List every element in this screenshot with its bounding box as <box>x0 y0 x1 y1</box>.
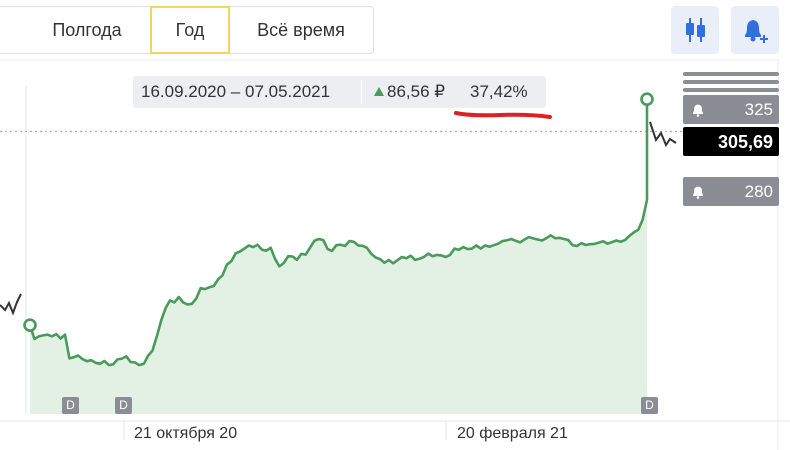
x-tick-label: 21 октября 20 <box>134 425 238 442</box>
range-summary: 16.09.2020 – 07.05.2021 86,56 ₽ 37,42% <box>133 76 546 108</box>
alert-low-value: 280 <box>744 182 773 201</box>
series-line <box>28 99 649 367</box>
dividend-badge[interactable]: D <box>115 397 132 414</box>
annotation-underline <box>454 111 552 119</box>
range-end-point <box>640 92 654 106</box>
alert-stack-line <box>683 80 779 84</box>
pre-range-tail <box>0 293 22 316</box>
tab-year[interactable]: Год <box>150 6 230 54</box>
current-price-label: 305,69 <box>683 127 779 156</box>
tab-all-time[interactable]: Всё время <box>257 20 345 40</box>
up-triangle-icon <box>374 87 384 96</box>
current-price-value: 305,69 <box>717 132 773 152</box>
series-area <box>30 99 647 414</box>
alert-label-high[interactable]: 325 <box>683 95 779 124</box>
alert-label-low[interactable]: 280 <box>683 177 779 206</box>
add-alert-button[interactable] <box>731 6 779 54</box>
range-separator <box>361 80 362 104</box>
period-tabs: Полгода Год Всё время <box>0 6 374 54</box>
alert-stack-line <box>683 88 779 92</box>
alert-high-value: 325 <box>744 100 773 119</box>
range-start-point <box>23 318 37 332</box>
post-range-tail <box>649 121 677 148</box>
bell-plus-icon <box>745 20 768 43</box>
dividend-badge[interactable]: D <box>62 397 79 414</box>
alert-stack-line <box>683 72 779 76</box>
range-change-abs: 86,56 ₽ <box>387 82 446 101</box>
range-change-pct: 37,42% <box>470 82 528 101</box>
candlestick-toggle-button[interactable] <box>671 6 719 54</box>
dividend-badge[interactable]: D <box>641 397 658 414</box>
x-tick-label: 20 февраля 21 <box>457 425 568 442</box>
bell-icon <box>693 104 703 117</box>
bell-icon <box>693 186 703 199</box>
tab-half-year[interactable]: Полгода <box>52 20 122 40</box>
candlestick-icon <box>686 18 705 42</box>
range-dates: 16.09.2020 – 07.05.2021 <box>141 82 331 101</box>
